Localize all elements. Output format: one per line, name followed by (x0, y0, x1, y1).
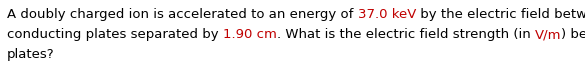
Text: V/m: V/m (535, 28, 561, 41)
Text: ) between the: ) between the (561, 28, 585, 41)
Text: 37.0 keV: 37.0 keV (357, 8, 416, 21)
Text: A doubly charged ion is accelerated to an energy of: A doubly charged ion is accelerated to a… (7, 8, 357, 21)
Text: . What is the electric field strength (in: . What is the electric field strength (i… (277, 28, 535, 41)
Text: 1.90 cm: 1.90 cm (223, 28, 277, 41)
Text: conducting plates separated by: conducting plates separated by (7, 28, 223, 41)
Text: by the electric field between two parallel: by the electric field between two parall… (416, 8, 585, 21)
Text: plates?: plates? (7, 48, 54, 61)
